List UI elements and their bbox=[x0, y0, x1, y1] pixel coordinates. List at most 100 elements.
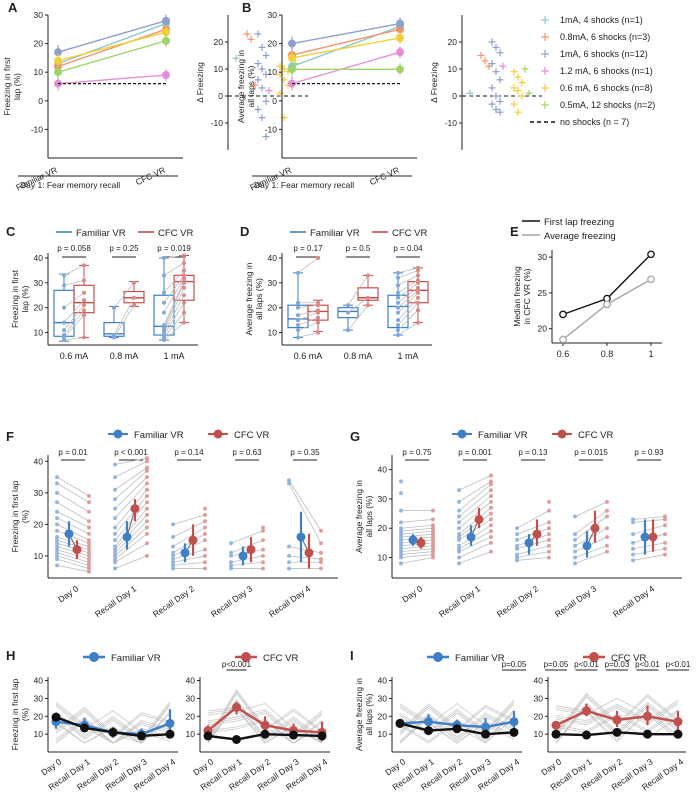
pair-line bbox=[56, 492, 90, 513]
y-tick-label: 40 bbox=[34, 676, 44, 686]
cfc-point bbox=[145, 465, 149, 470]
y-tick-label: 10 bbox=[534, 729, 544, 739]
delta-marker bbox=[258, 84, 266, 92]
cfc-point bbox=[203, 547, 207, 552]
pvalue: p = 0.25 bbox=[109, 244, 139, 253]
y-tick-label: 0 bbox=[38, 96, 43, 106]
pair-line bbox=[458, 501, 492, 529]
pair-line bbox=[458, 530, 492, 550]
cfc-point bbox=[489, 511, 493, 516]
cfc-mean bbox=[648, 532, 658, 542]
delta-marker bbox=[496, 108, 504, 116]
cfc-point bbox=[132, 280, 136, 285]
no-shock-point bbox=[452, 724, 462, 734]
cfc-point bbox=[87, 531, 91, 536]
pvalue: p=0.03 bbox=[605, 660, 630, 669]
cfc-point bbox=[489, 523, 493, 528]
familiar-point bbox=[399, 520, 403, 525]
pair-line bbox=[458, 495, 492, 523]
x-tick-label: Recall Day 3 bbox=[553, 583, 598, 619]
panel-label: F bbox=[6, 429, 14, 444]
pair-line bbox=[163, 295, 185, 333]
familiar-point bbox=[515, 555, 519, 560]
y-tick-label: 25 bbox=[538, 288, 548, 298]
familiar-point bbox=[55, 550, 59, 555]
individual-trace bbox=[207, 709, 323, 736]
pair-line bbox=[56, 483, 90, 503]
no-shock-point bbox=[203, 731, 213, 741]
delta-marker bbox=[496, 76, 504, 84]
pvalue: p = 0.13 bbox=[518, 448, 548, 457]
individual-trace bbox=[55, 701, 171, 739]
y-tick-label: -10 bbox=[31, 124, 44, 134]
pvalue: p < 0.001 bbox=[114, 448, 148, 457]
pair-line bbox=[397, 309, 419, 331]
pair-line bbox=[172, 514, 206, 525]
individual-trace bbox=[555, 697, 679, 740]
legend-text: 0.8mA, 6 shocks (n=3) bbox=[560, 32, 650, 42]
familiar-point bbox=[171, 560, 175, 565]
familiar-point bbox=[515, 532, 519, 537]
pair-line bbox=[56, 552, 90, 563]
pair-line bbox=[574, 545, 608, 558]
y-tick-label: 30 bbox=[34, 488, 44, 498]
cfc-point bbox=[431, 523, 435, 528]
pair-line bbox=[516, 545, 550, 555]
delta-marker bbox=[510, 68, 518, 76]
delta-marker bbox=[481, 57, 489, 65]
delta-marker bbox=[488, 38, 496, 46]
no-shock-point bbox=[509, 727, 519, 737]
cfc-point bbox=[87, 550, 91, 555]
box bbox=[357, 287, 379, 301]
y-tick-label: 0 bbox=[452, 91, 457, 101]
panel-label: E bbox=[510, 224, 519, 239]
y-axis-title: Average freezing in bbox=[354, 678, 364, 751]
pair-line bbox=[163, 262, 185, 276]
cfc-point bbox=[87, 544, 91, 549]
familiar-point bbox=[573, 532, 577, 537]
familiar-point bbox=[296, 335, 300, 340]
cfc-point bbox=[87, 538, 91, 543]
pair-line bbox=[56, 564, 90, 573]
cfc-mean bbox=[474, 514, 484, 524]
pair-line bbox=[397, 292, 419, 313]
familiar-point bbox=[631, 540, 635, 545]
cfc-point bbox=[319, 528, 323, 533]
cfc-point bbox=[182, 300, 186, 305]
cfc-point bbox=[316, 320, 320, 325]
pair-line bbox=[397, 297, 419, 321]
cfc-point bbox=[416, 273, 420, 278]
familiar-point bbox=[171, 553, 175, 558]
group-line bbox=[291, 51, 401, 85]
group-line bbox=[57, 40, 167, 73]
familiar-point bbox=[296, 328, 300, 333]
legend-text: Average freezing bbox=[544, 231, 616, 242]
no-shock-point bbox=[551, 729, 561, 739]
cfc-point bbox=[145, 531, 149, 536]
box bbox=[73, 284, 95, 314]
pair-line bbox=[397, 270, 419, 279]
cfc-point bbox=[547, 555, 551, 560]
cfc-point bbox=[605, 508, 609, 513]
y-tick-label: 10 bbox=[34, 328, 44, 338]
familiar-point bbox=[55, 541, 59, 546]
cfc-point bbox=[663, 546, 667, 551]
cfc-point bbox=[605, 535, 609, 539]
pair-line bbox=[172, 533, 206, 554]
cfc-point bbox=[489, 499, 493, 504]
x-tick-label: Day 0 bbox=[56, 583, 80, 604]
no-shock-point bbox=[289, 730, 298, 740]
pair-line bbox=[114, 476, 148, 509]
y-tick-label: 20 bbox=[34, 519, 44, 529]
legend-cfc: CFC VR bbox=[578, 430, 614, 441]
cfc-mean bbox=[532, 529, 542, 539]
group-mean-point bbox=[396, 33, 404, 42]
familiar-point bbox=[287, 478, 291, 483]
pair-line bbox=[56, 530, 90, 544]
group-mean-point bbox=[288, 39, 296, 48]
cfc-point bbox=[145, 475, 149, 480]
familiar-point bbox=[296, 318, 300, 323]
cfc-point bbox=[366, 303, 370, 308]
y-tick-label: -10 bbox=[445, 118, 458, 128]
cfc-point bbox=[87, 563, 91, 568]
